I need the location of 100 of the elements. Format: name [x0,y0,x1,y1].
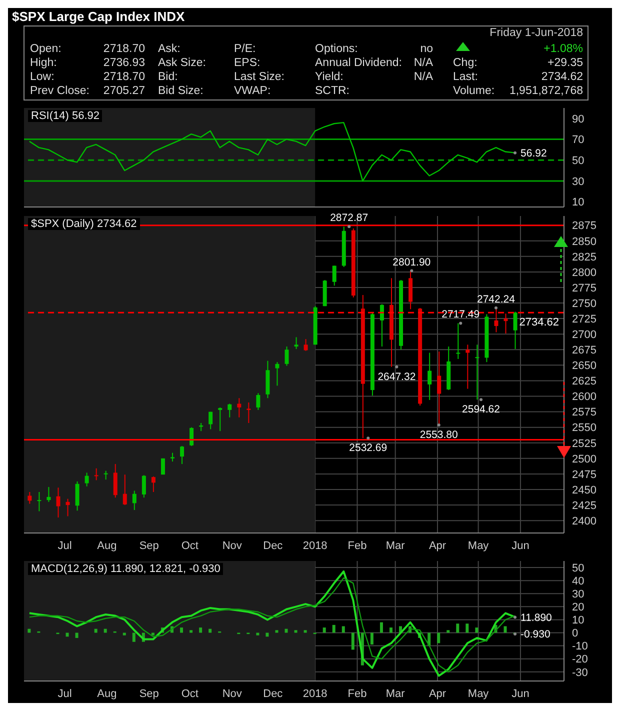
y-tick-label: 40 [572,575,584,588]
y-tick-label: 2675 [572,344,596,357]
x-tick-label: Dec [263,688,284,700]
text: 2718.70 [103,71,145,83]
x-tick-label: Jul [58,688,72,700]
y-tick-label: 2525 [572,438,596,450]
annotation: 2742.24 [477,293,516,306]
text: P/E: [234,43,256,55]
y-tick-label: 2850 [572,236,596,248]
x-tick-label: May [468,540,490,552]
text: Bid: [158,71,178,83]
text: Open: [30,43,62,55]
text: Low: [30,71,54,83]
y-tick-label: 2800 [572,266,596,279]
annotation: 56.92 [520,148,547,160]
text: 2705.27 [103,85,145,97]
x-tick-label: Sep [139,688,159,700]
text: 2734.62 [541,71,583,83]
y-tick-label: 2750 [572,298,596,310]
y-tick-label: 30 [572,176,584,188]
annotation: 2872.87 [330,212,368,224]
x-tick-label: Oct [181,540,199,552]
x-tick-label: Mar [386,540,406,552]
x-tick-label: Jul [58,540,72,552]
text: Ask Size: [158,57,206,69]
y-tick-label: 50 [572,562,584,574]
text: +1.08% [544,43,583,55]
y-tick-label: 90 [572,113,584,126]
annotation: 2801.90 [392,256,431,268]
y-tick-label: 10 [572,196,584,209]
chart-title: MACD(12,26,9) 11.890, 12.821, -0.930 [28,563,224,575]
chart-title: RSI(14) 56.92 [28,110,102,122]
y-tick-label: 2425 [572,500,596,512]
text: Yield: [315,71,344,83]
text: Options: [315,43,358,55]
y-tick-label: 2550 [572,422,596,434]
y-tick-label: 2575 [572,406,596,419]
annotation: 11.890 [520,612,552,624]
annotation: 2717.49 [442,308,480,321]
text: VWAP: [234,85,271,97]
text: 1,951,872,768 [509,85,583,97]
annotation: 2594.62 [462,404,500,416]
text: $SPX Large Cap Index INDX [12,9,185,24]
x-tick-label: Dec [263,540,284,552]
text: 2736.93 [103,57,145,69]
chart-title: $SPX (Daily) 2734.62 [28,218,140,230]
text: N/A [414,71,434,83]
text: Last Size: [234,71,284,83]
y-tick-label: 70 [572,134,584,146]
x-tick-label: Nov [222,540,242,552]
y-tick-label: -30 [572,666,588,679]
y-tick-label: 2400 [572,515,596,528]
y-tick-label: 2775 [572,282,596,294]
text: Last: [453,71,478,83]
x-tick-label: Oct [181,688,199,700]
text: Ask: [158,43,180,55]
text: Annual Dividend: [315,57,402,69]
text: Bid Size: [158,85,204,97]
x-tick-label: Aug [97,540,117,552]
annotation: 2647.32 [378,370,416,383]
x-tick-label: Jun [512,688,530,700]
y-tick-label: 2650 [572,360,596,372]
text: 2718.70 [103,43,145,55]
y-tick-label: 2725 [572,313,596,326]
x-tick-label: Apr [428,688,446,700]
x-tick-label: Feb [348,540,367,552]
y-tick-label: 2875 [572,220,596,232]
x-tick-label: Feb [348,688,367,700]
x-tick-label: Aug [97,688,117,700]
text: SCTR: [315,85,350,97]
annotation: 2532.69 [349,442,388,454]
x-tick-label: May [468,688,490,700]
y-tick-label: -20 [572,654,588,666]
y-tick-label: 2475 [572,468,596,481]
text: +29.35 [548,57,583,69]
x-tick-label: Sep [139,540,159,552]
annotation: 2553.80 [420,428,458,441]
x-tick-label: 2018 [302,688,328,700]
text: High: [30,57,57,69]
x-tick-label: Nov [222,688,242,700]
y-tick-label: 50 [572,155,584,168]
y-tick-label: 2500 [572,453,596,466]
text: Friday 1-Jun-2018 [490,27,583,39]
x-tick-label: Apr [428,540,446,552]
y-tick-label: 2600 [572,391,596,404]
y-tick-label: 2700 [572,329,596,342]
text: Prev Close: [30,85,90,97]
text: Chg: [453,57,478,69]
text: no [420,43,433,55]
ref-line-label: 2734.62 [519,316,559,328]
y-tick-label: -10 [572,640,588,653]
text: N/A [414,57,434,69]
y-tick-label: 2825 [572,251,596,264]
y-tick-label: 2625 [572,376,596,388]
x-tick-label: 2018 [302,540,328,552]
x-tick-label: Mar [386,688,406,700]
annotation: -0.930 [520,628,550,641]
y-tick-label: 2450 [572,484,596,496]
text: Volume: [453,85,495,97]
y-tick-label: 10 [572,614,584,627]
